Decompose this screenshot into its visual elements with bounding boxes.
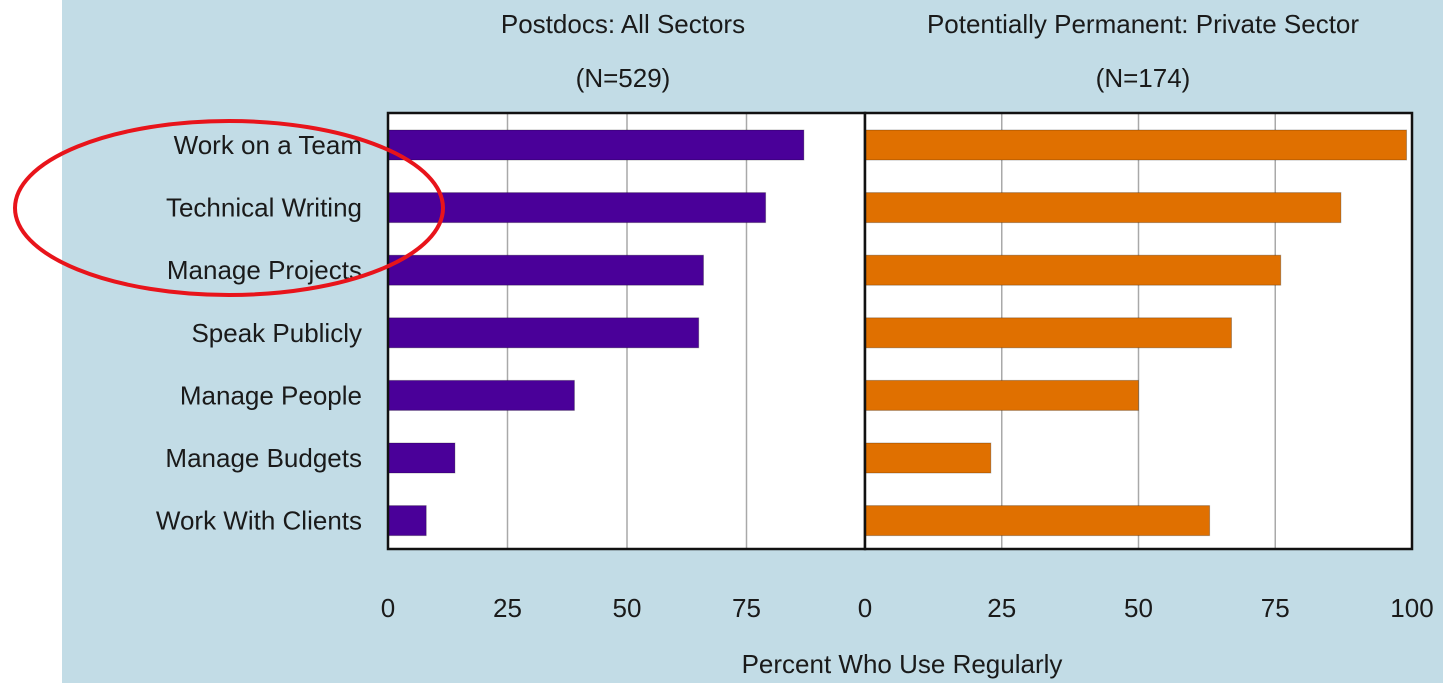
- postdocs-bar: [387, 129, 805, 161]
- left-panel: 0 25 50 75: [381, 111, 867, 623]
- postdocs-tick-label: 75: [732, 593, 761, 623]
- postdocs-bar: [387, 254, 704, 286]
- private-tick-label: 25: [987, 593, 1016, 623]
- private-tick-label: 50: [1124, 593, 1153, 623]
- right-panel-subtitle: (N=174): [1096, 63, 1191, 93]
- private-bar: [864, 505, 1211, 537]
- category-label: Technical Writing: [166, 193, 362, 223]
- postdocs-tick-label: 25: [493, 593, 522, 623]
- annotation-ellipse: [13, 119, 445, 297]
- private-bar: [864, 192, 1342, 224]
- postdocs-bar: [387, 442, 456, 474]
- category-label: Manage Projects: [167, 255, 362, 285]
- left-panel-title: Postdocs: All Sectors: [501, 9, 745, 39]
- left-panel-subtitle: (N=529): [576, 63, 671, 93]
- right-panel-title: Potentially Permanent: Private Sector: [927, 9, 1359, 39]
- category-label: Work on a Team: [174, 130, 362, 160]
- postdocs-bar: [387, 505, 427, 537]
- private-tick-label: 75: [1261, 593, 1290, 623]
- category-label: Manage People: [180, 380, 362, 410]
- category-label: Work With Clients: [156, 506, 362, 536]
- category-label: Speak Publicly: [191, 318, 362, 348]
- postdocs-bar: [387, 379, 575, 411]
- private-bar: [864, 379, 1139, 411]
- private-tick-label: 0: [858, 593, 872, 623]
- private-bar: [864, 317, 1232, 349]
- right-panel: 0 25 50 75 100: [858, 111, 1434, 623]
- postdocs-bar: [387, 192, 767, 224]
- x-axis-label: Percent Who Use Regularly: [742, 649, 1063, 679]
- private-bar: [864, 254, 1282, 286]
- private-bar: [864, 442, 992, 474]
- private-bar: [864, 129, 1408, 161]
- postdocs-tick-label: 0: [381, 593, 395, 623]
- postdocs-bar: [387, 317, 700, 349]
- private-plot-frame: [863, 111, 1414, 551]
- category-label: Manage Budgets: [165, 443, 362, 473]
- category-labels: Work on a Team Technical Writing Manage Pr…: [156, 130, 362, 536]
- private-tick-label: 100: [1390, 593, 1433, 623]
- postdocs-tick-label: 50: [613, 593, 642, 623]
